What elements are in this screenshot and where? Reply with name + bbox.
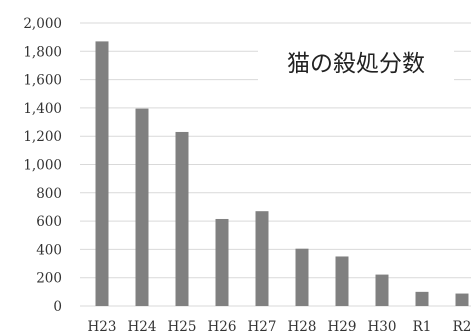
bar-h27 [256,211,269,306]
bar-h24 [136,109,149,306]
y-tick-label: 600 [36,214,62,230]
x-tick-label: R2 [453,319,471,335]
x-tick-label: H26 [208,319,237,335]
x-tick-label: H25 [168,319,197,335]
y-tick-label: 1,000 [23,158,62,174]
y-tick-label: 2,000 [23,16,62,32]
x-tick-label: R1 [413,319,432,335]
y-axis-tick-labels: 0 200 400 600 800 1,000 1,200 1,400 1,600 1,800 2,… [23,16,62,315]
y-tick-label: 1,400 [23,101,62,117]
bar-r2 [456,294,469,306]
bar-h29 [336,256,349,306]
chart-title-group: 猫の殺処分数 [258,38,454,88]
x-axis-tick-labels: H23 H24 H25 H26 H27 H28 H29 H30 R1 R2 [88,319,471,335]
bar-h23 [96,41,109,306]
y-tick-label: 400 [36,242,62,258]
y-tick-label: 200 [36,271,62,287]
x-tick-label: H23 [88,319,117,335]
x-tick-label: H24 [128,319,157,335]
bar-h28 [296,249,309,306]
bar-h26 [216,219,229,306]
bar-h25 [176,132,189,306]
bar-h30 [376,275,389,306]
y-tick-label: 0 [53,299,62,315]
chart-title: 猫の殺処分数 [287,51,425,77]
y-tick-label: 800 [36,186,62,202]
y-tick-label: 1,600 [23,73,62,89]
x-tick-label: H28 [288,319,317,335]
y-tick-label: 1,800 [23,44,62,60]
bar-r1 [416,292,429,306]
y-tick-label: 1,200 [23,129,62,145]
x-tick-label: H30 [368,319,397,335]
x-tick-label: H27 [248,319,277,335]
x-tick-label: H29 [328,319,357,335]
